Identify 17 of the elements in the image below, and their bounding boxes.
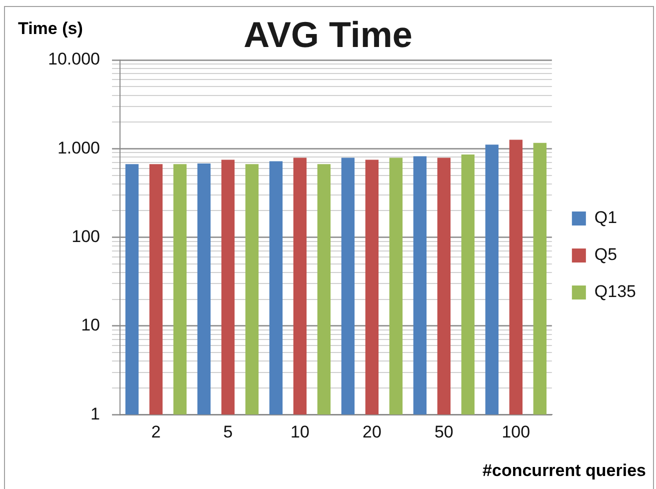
- y-tick-label: 10.000: [48, 50, 100, 69]
- x-tick-label: 5: [223, 422, 233, 442]
- x-tick-label: 100: [502, 422, 530, 442]
- x-tick-label: 50: [434, 422, 454, 442]
- x-tick-label: 20: [362, 422, 382, 442]
- y-tick-label: 100: [72, 226, 100, 246]
- x-axis-title: #concurrent queries: [482, 461, 646, 481]
- legend-label: Q135: [594, 282, 636, 302]
- chart-title: AVG Time: [244, 14, 412, 55]
- x-tick-label: 2: [151, 422, 161, 442]
- legend-label: Q1: [594, 208, 618, 228]
- y-axis-title: Time (s): [18, 19, 83, 39]
- y-tick-label: 1.000: [57, 138, 100, 158]
- legend-label: Q5: [594, 245, 618, 264]
- x-tick-label: 10: [290, 422, 310, 442]
- y-tick-label: 10: [81, 316, 100, 335]
- y-tick-label: 1: [90, 404, 100, 424]
